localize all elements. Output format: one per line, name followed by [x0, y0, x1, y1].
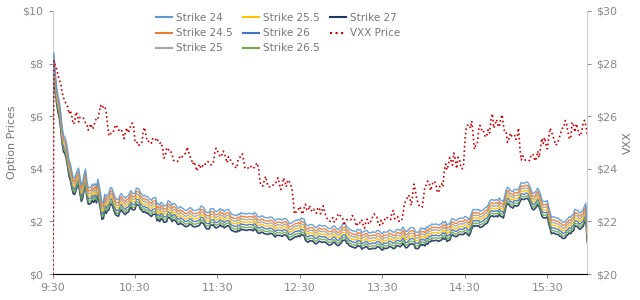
Y-axis label: VXX: VXX: [623, 131, 633, 154]
Y-axis label: Option Prices: Option Prices: [7, 106, 17, 179]
Legend: Strike 24, Strike 24.5, Strike 25, Strike 25.5, Strike 26, Strike 26.5, Strike 2: Strike 24, Strike 24.5, Strike 25, Strik…: [154, 11, 402, 55]
